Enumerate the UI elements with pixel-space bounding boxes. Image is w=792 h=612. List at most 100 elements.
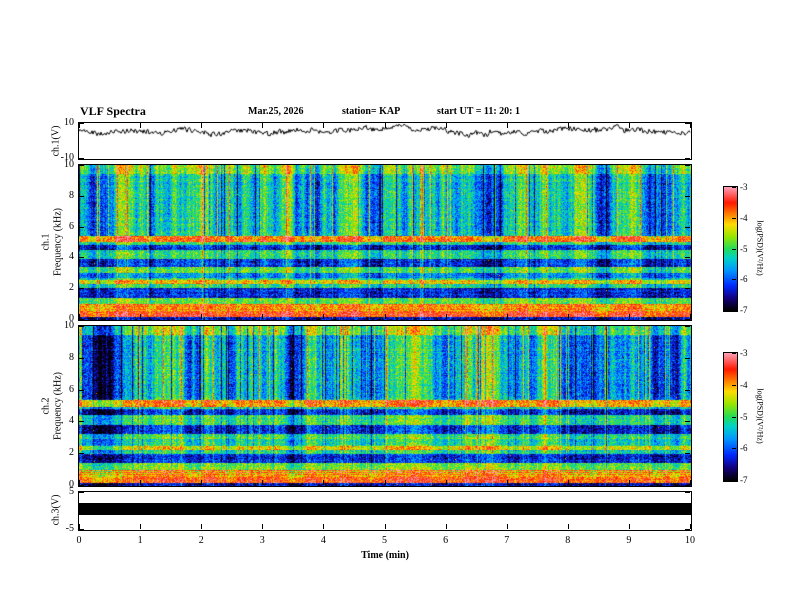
colorbar-tick-label: -4 [740,379,748,390]
x-tick-label: 2 [198,535,204,546]
x-tick-label: 3 [259,535,265,546]
x-tick-label: 4 [320,535,326,546]
y-tick-mark [79,421,84,423]
x-tick-mark [567,480,569,485]
y-tick-mark [685,226,690,228]
x-tick-mark [690,314,691,319]
x-tick-mark [567,123,569,128]
x-tick-mark [201,524,203,529]
x-tick-mark [201,123,203,128]
y-tick-mark [79,326,84,327]
y-tick-mark [79,195,84,197]
ch1-frequency-axis-label-line2: Frequency (kHz) [52,207,63,277]
x-tick-mark [567,314,569,319]
y-tick-mark [685,195,690,197]
y-tick-mark [79,165,84,166]
y-tick-mark [685,288,690,290]
colorbar-tick-label: -7 [740,475,748,485]
ch2-frequency-axis-label: ch.2 Frequency (kHz) [41,372,64,440]
x-tick-label: 5 [382,535,387,546]
x-tick-label: 8 [565,535,571,546]
x-tick-label: 9 [626,535,632,546]
y-tick-mark [685,326,690,327]
x-tick-mark [384,480,386,485]
colorbar-tick-mark [732,310,736,311]
colorbar-tick-label: -3 [740,348,748,358]
y-tick-mark [79,123,84,124]
x-tick-mark [79,524,80,529]
y-tick-label: 8 [69,189,74,201]
y-tick-mark [79,158,84,159]
y-tick-mark [79,357,84,359]
colorbar-tick-mark [732,416,736,418]
y-tick-mark [685,319,690,320]
colorbar-tick-label: -7 [740,305,748,315]
ch1-frequency-axis-label-line1: ch.1 [40,233,52,251]
y-tick-mark [79,319,84,320]
colorbar-tick-mark [732,480,736,481]
y-tick-mark [685,453,690,455]
ch3-saturated-signal-bar [79,503,691,515]
ch1-frequency-axis-label: ch.1 Frequency (kHz) [41,208,64,276]
x-tick-mark [445,314,447,319]
y-tick-mark [685,492,690,493]
y-tick-mark [79,485,84,486]
x-tick-mark [384,524,386,529]
colorbar-tick-label: -5 [740,411,748,422]
x-tick-mark [262,524,264,529]
figure-date: Mar.25, 2026 [248,106,304,117]
y-tick-mark [685,485,690,486]
x-tick-mark [628,314,630,319]
y-tick-mark [685,389,690,391]
x-tick-mark [201,480,203,485]
ch1-spectrogram [79,165,691,320]
colorbar-tick-label: -6 [740,443,748,454]
x-tick-mark [384,123,386,128]
x-tick-mark [445,123,447,128]
colorbar-tick-label: -6 [740,274,748,285]
y-tick-mark [685,421,690,423]
x-tick-mark [323,480,325,485]
colorbar-tick-mark [732,248,736,250]
y-tick-label: 2 [69,447,74,459]
y-tick-mark [685,529,690,530]
x-tick-label: 10 [685,535,695,546]
ch2-frequency-axis-label-line2: Frequency (kHz) [52,371,63,441]
y-tick-label: 10 [64,159,74,170]
x-tick-label: 6 [443,535,449,546]
x-tick-mark [140,314,142,319]
x-tick-mark [79,480,80,485]
y-tick-mark [79,257,84,259]
y-tick-mark [79,389,84,391]
y-tick-label: 4 [69,415,74,427]
station-label: station= KAP [342,106,401,117]
y-tick-label: 0 [69,313,74,324]
x-tick-mark [628,524,630,529]
y-tick-mark [79,492,84,493]
x-tick-mark [323,524,325,529]
x-tick-mark [506,314,508,319]
figure-title: VLF Spectra [80,104,146,118]
ch2-spectrogram [79,326,691,486]
ch3-voltage-axis-label: ch.3(V) [50,494,62,526]
ch2-spectrogram-panel [78,325,692,487]
ch1-waveform-plot [79,123,691,159]
y-tick-label: 2 [69,282,74,294]
y-tick-mark [685,257,690,259]
x-tick-mark [79,314,80,319]
colorbar-tick-label: -4 [740,212,748,223]
y-tick-label: 6 [69,220,74,232]
colorbar-tick-label: -3 [740,182,748,192]
x-axis-label: Time (min) [361,550,409,561]
colorbar-tick-mark [732,448,736,450]
colorbar-tick-mark [732,353,736,354]
x-tick-mark [323,314,325,319]
colorbar-tick-mark [732,384,736,386]
colorbar-tick-label: -5 [740,243,748,254]
y-tick-mark [79,453,84,455]
x-tick-mark [262,123,264,128]
ch1-spectrogram-panel [78,164,692,321]
y-tick-label: -10 [60,152,74,163]
x-tick-mark [445,480,447,485]
